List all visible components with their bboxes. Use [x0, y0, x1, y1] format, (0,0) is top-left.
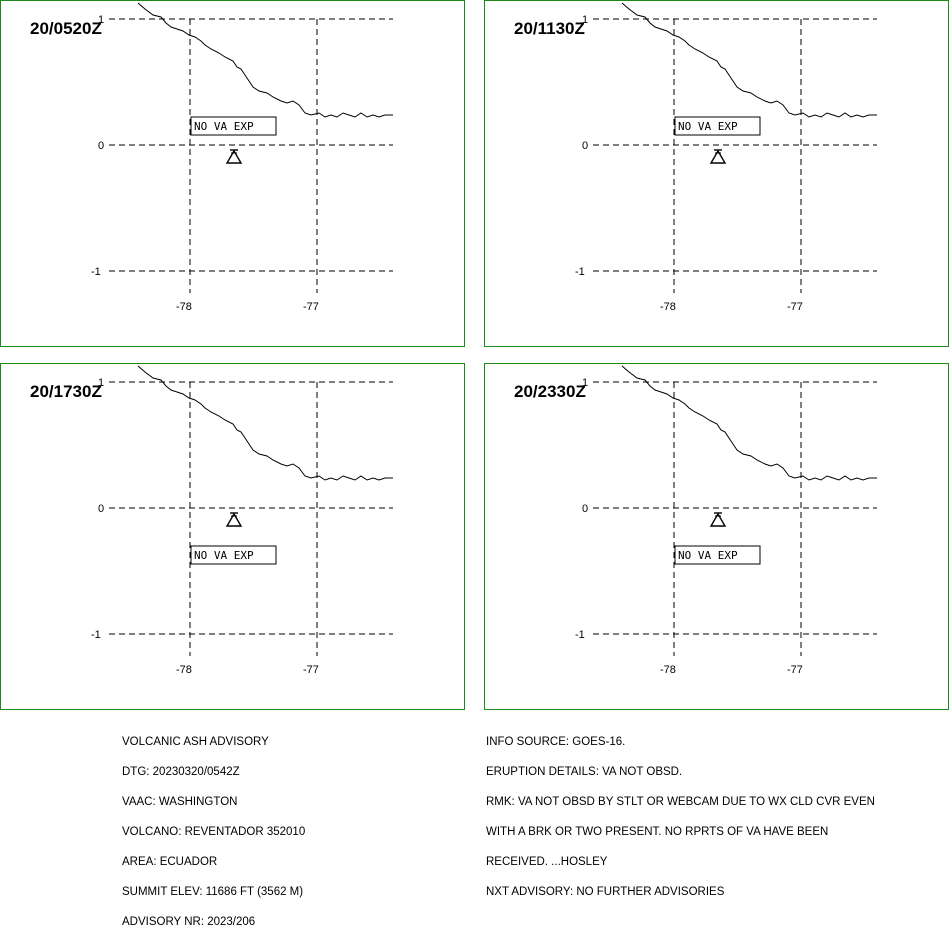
volcano-icon	[225, 149, 243, 164]
lon-label-east: -77	[787, 664, 803, 676]
lon-label-west: -78	[660, 664, 676, 676]
lon-label-east: -77	[303, 664, 319, 676]
lat-label-south: -1	[575, 266, 585, 278]
volcano-icon	[709, 512, 727, 527]
va-status-label: NO VA EXP	[194, 549, 254, 562]
advisory-line: VAAC: WASHINGTON	[122, 796, 238, 808]
lon-label-east: -77	[787, 301, 803, 313]
volcano-icon	[709, 149, 727, 164]
advisory-info-left: VOLCANIC ASH ADVISORY DTG: 20230320/0542…	[122, 717, 305, 937]
advisory-info-right: INFO SOURCE: GOES-16. ERUPTION DETAILS: …	[486, 717, 875, 907]
map-canvas: 1 0 -1 -78 -77 NO VA EXP	[575, 2, 877, 313]
map-panel-2: 1 0 -1 -78 -77 NO VA EXP 20/1130Z	[484, 0, 949, 347]
lat-label-north: 1	[98, 377, 104, 389]
va-status-box: NO VA EXP	[674, 116, 761, 136]
advisory-line: VOLCANIC ASH ADVISORY	[122, 736, 269, 748]
advisory-line: VOLCANO: REVENTADOR 352010	[122, 826, 306, 838]
lat-label-south: -1	[575, 629, 585, 641]
lon-label-west: -78	[176, 301, 192, 313]
lon-label-east: -77	[303, 301, 319, 313]
lat-label-north: 1	[582, 14, 588, 26]
lat-label-north: 1	[582, 377, 588, 389]
advisory-line: WITH A BRK OR TWO PRESENT. NO RPRTS OF V…	[486, 826, 829, 838]
map-canvas: 1 0 -1 -78 -77 NO VA EXP	[575, 365, 877, 676]
lat-label-north: 1	[98, 14, 104, 26]
map-canvas: 1 0 -1 -78 -77 NO VA EXP	[91, 2, 393, 313]
advisory-line: RMK: VA NOT OBSD BY STLT OR WEBCAM DUE T…	[486, 796, 875, 808]
map-panel-4: 1 0 -1 -78 -77 NO VA EXP 20/2330Z	[484, 363, 949, 710]
lon-label-west: -78	[660, 301, 676, 313]
advisory-line: RECEIVED. ...HOSLEY	[486, 856, 608, 868]
lon-label-west: -78	[176, 664, 192, 676]
panel-time: 20/2330Z	[514, 382, 586, 401]
lat-label-south: -1	[91, 629, 101, 641]
va-status-label: NO VA EXP	[678, 120, 738, 133]
lat-label-equator: 0	[582, 503, 588, 515]
va-status-label: NO VA EXP	[678, 549, 738, 562]
panel-time: 20/0520Z	[30, 19, 102, 38]
map-panel-1: 1 0 -1 -78 -77 NO VA EXP 20/0520Z	[0, 0, 465, 347]
panel-time: 20/1730Z	[30, 382, 102, 401]
va-status-box: NO VA EXP	[190, 116, 277, 136]
advisory-line: AREA: ECUADOR	[122, 856, 218, 868]
advisory-line: DTG: 20230320/0542Z	[122, 766, 240, 778]
va-status-label: NO VA EXP	[194, 120, 254, 133]
lat-label-equator: 0	[98, 140, 104, 152]
map-canvas: 1 0 -1 -78 -77 NO VA EXP	[91, 365, 393, 676]
va-status-box: NO VA EXP	[674, 545, 761, 565]
lat-label-equator: 0	[98, 503, 104, 515]
volcano-icon	[225, 512, 243, 527]
coastline	[621, 2, 877, 118]
advisory-line: NXT ADVISORY: NO FURTHER ADVISORIES	[486, 886, 725, 898]
coastline	[137, 365, 393, 481]
lat-label-equator: 0	[582, 140, 588, 152]
va-status-box: NO VA EXP	[190, 545, 277, 565]
panel-time: 20/1130Z	[514, 19, 585, 38]
lat-label-south: -1	[91, 266, 101, 278]
advisory-line: ADVISORY NR: 2023/206	[122, 916, 256, 928]
coastline	[621, 365, 877, 481]
advisory-line: SUMMIT ELEV: 11686 FT (3562 M)	[122, 886, 304, 898]
advisory-line: INFO SOURCE: GOES-16.	[486, 736, 626, 748]
map-panel-3: 1 0 -1 -78 -77 NO VA EXP 20/1730Z	[0, 363, 465, 710]
coastline	[137, 2, 393, 118]
advisory-line: ERUPTION DETAILS: VA NOT OBSD.	[486, 766, 683, 778]
